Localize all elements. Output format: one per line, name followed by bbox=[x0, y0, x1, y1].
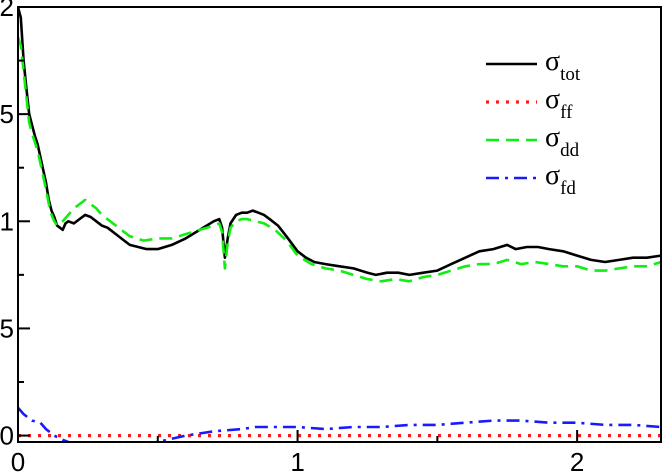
legend-label-ff: σff bbox=[545, 84, 573, 123]
series-line-fd bbox=[18, 406, 661, 442]
x-tick-label: 2 bbox=[570, 447, 584, 473]
legend-label-dd: σdd bbox=[545, 122, 580, 161]
y-tick-label: 0.5 bbox=[0, 313, 14, 343]
series-layer bbox=[18, 7, 661, 442]
x-tick-label: 0 bbox=[11, 447, 25, 473]
x-tick-label: 1 bbox=[290, 447, 304, 473]
series-line-dd bbox=[18, 36, 661, 283]
legend-label-fd: σfd bbox=[545, 160, 576, 199]
legend-label-tot: σtot bbox=[545, 46, 581, 85]
y-tick-label: 1.5 bbox=[0, 99, 14, 129]
y-tick-label: 0 bbox=[0, 421, 14, 451]
plot-frame bbox=[17, 6, 662, 443]
y-tick-label: 1 bbox=[0, 206, 14, 236]
ticks-layer: 0 1 2 0 0.5 1 1.5 2 bbox=[0, 0, 584, 473]
y-tick-label: 2 bbox=[0, 0, 14, 22]
